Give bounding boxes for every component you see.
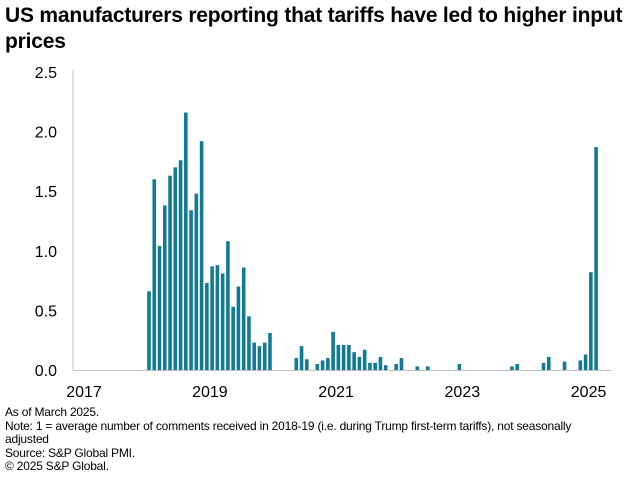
y-tick-label: 1.0 [35,244,57,261]
y-axis: 0.0 0.5 1.0 1.5 2.0 2.5 [35,65,74,380]
bar-2021-04 [347,344,351,370]
bar-2018-10 [189,210,193,370]
bar-2020-10 [315,364,320,370]
bar-2022-05 [415,366,420,370]
bar-2020-01 [268,333,272,370]
bar-2018-02 [147,291,151,370]
bar-2020-07 [299,346,304,370]
bar-2019-02 [210,266,214,370]
bar-2021-06 [357,356,362,370]
bar-2022-07 [425,366,430,370]
bar-2019-05 [226,241,230,370]
bar-2019-11 [257,346,262,370]
copyright-note: © 2025 S&P Global. [5,459,109,473]
bar-2020-12 [326,358,330,370]
x-tick-label: 2017 [66,384,102,401]
bar-2021-03 [341,344,346,370]
bar-2021-11 [383,365,388,370]
source-note: Source: S&P Global PMI. [5,445,135,460]
bar-2021-07 [362,349,367,370]
x-axis: 2017 2019 2021 2023 2025 [66,370,612,401]
bar-2023-12 [515,364,519,370]
bar-2020-08 [305,359,309,370]
x-tick-label: 2023 [445,384,481,401]
bar-2019-04 [220,273,225,370]
bar-2021-05 [352,352,356,370]
bar-2025-02 [589,272,593,370]
y-tick-label: 2.0 [35,125,57,142]
bars [147,112,598,370]
bar-2020-11 [320,360,325,370]
x-tick-label: 2019 [192,384,228,401]
y-tick-label: 1.5 [35,184,57,201]
bar-2020-06 [294,358,299,370]
bar-2018-11 [194,193,199,370]
bar-chart: 0.0 0.5 1.0 1.5 2.0 2.5 2017 2019 2021 2023 2025 [35,65,612,401]
bar-2019-01 [205,282,209,370]
bar-2019-06 [231,306,235,370]
chart-footer: As of March 2025. Note: 1 = average numb… [5,405,615,474]
bar-2018-05 [162,205,167,370]
bar-2019-03 [215,265,220,370]
bar-2019-07 [236,286,241,370]
bar-2021-08 [368,362,372,370]
bar-2023-11 [510,366,514,370]
bar-2024-09 [562,361,567,370]
bar-2018-06 [168,175,172,370]
bar-2018-08 [178,160,183,370]
y-tick-label: 0.0 [35,363,57,380]
bar-2023-01 [457,364,462,370]
bar-2018-12 [199,141,204,370]
y-tick-label: 2.5 [35,65,57,82]
bar-2024-05 [541,362,546,370]
bar-2018-03 [152,179,157,370]
as-of-note: As of March 2025. [5,405,99,419]
bar-2025-01 [583,354,588,370]
bar-2019-08 [241,267,246,370]
bar-2024-12 [578,360,583,370]
bar-2021-01 [331,331,335,370]
bar-2024-06 [546,356,551,370]
bar-2019-12 [262,342,267,370]
bar-2018-04 [157,246,162,370]
bar-2019-09 [247,316,251,370]
bar-2021-09 [373,362,377,370]
x-tick-label: 2021 [318,384,354,401]
x-tick-label: 2025 [571,384,607,401]
y-tick-label: 0.5 [35,303,57,320]
bar-2018-07 [173,167,178,370]
bar-2018-09 [184,112,188,370]
bar-2019-10 [252,342,256,370]
chart-title: US manufacturers reporting that tariffs … [5,4,623,53]
bar-2022-02 [399,358,404,370]
bar-2025-03 [594,147,598,370]
bar-2022-01 [394,364,399,370]
methodology-note: Note: 1 = average number of comments rec… [5,418,572,446]
bar-2021-10 [378,356,383,370]
bar-2021-02 [336,344,341,370]
